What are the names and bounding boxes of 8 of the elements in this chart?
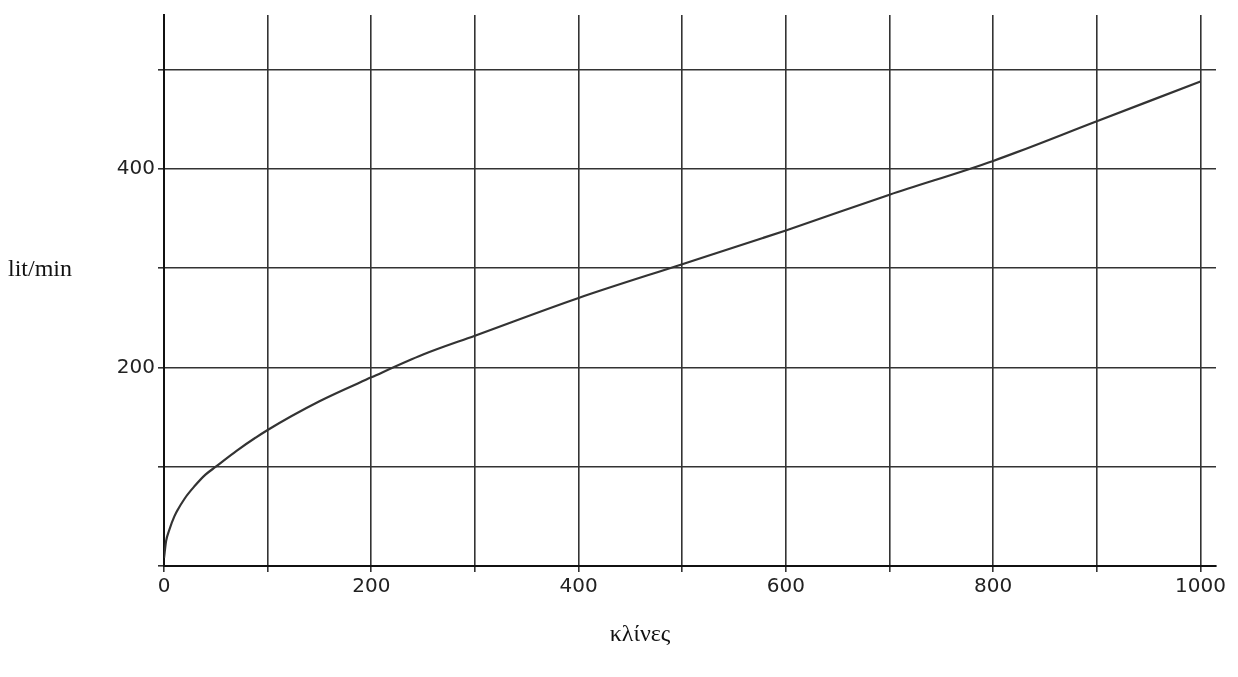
x-tick-label: 400 [559, 573, 598, 598]
x-tick-label: 200 [352, 573, 391, 598]
x-axis-title: κλίνες [609, 620, 671, 647]
x-tick-label: 600 [766, 573, 805, 598]
x-tick-label: 800 [974, 573, 1013, 598]
y-axis-title: lit/min [8, 255, 73, 282]
x-tick-label: 1000 [1175, 573, 1226, 598]
x-tick-label: 0 [157, 573, 171, 598]
